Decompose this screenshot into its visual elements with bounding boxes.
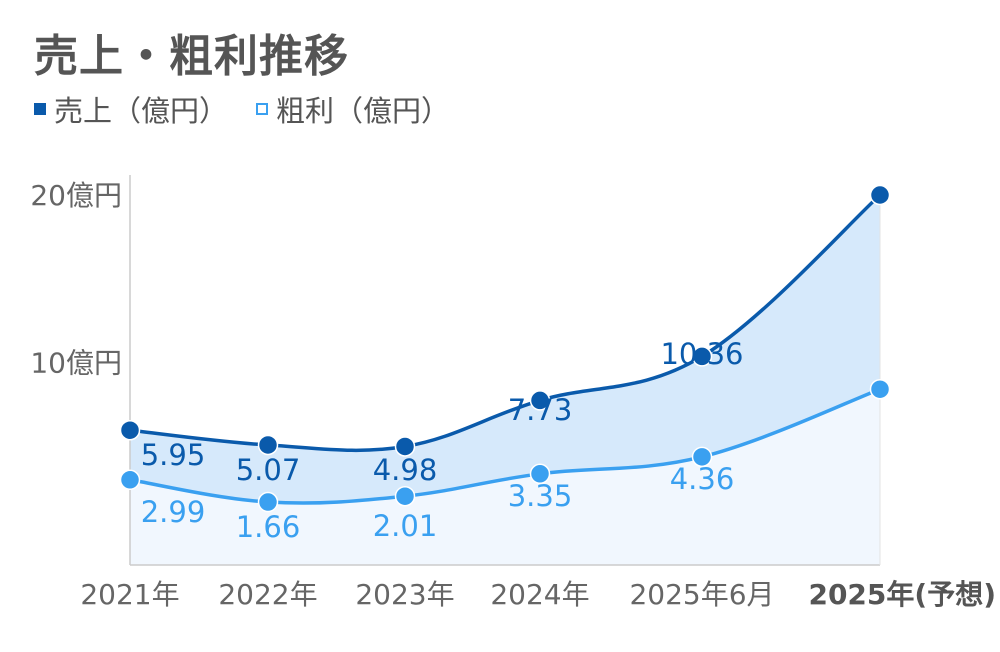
- data-label-gross-profit-3: 3.35: [508, 479, 573, 513]
- y-tick-label-20: 20億円: [30, 179, 122, 212]
- legend-swatch-sales: [34, 103, 46, 115]
- legend-item-sales: 売上（億円）: [34, 88, 228, 130]
- x-tick-label-0: 2021年: [80, 578, 179, 611]
- data-label-gross-profit-1: 1.66: [236, 510, 301, 544]
- x-tick-label-5: 2025年(予想): [808, 578, 996, 611]
- point-gross-profit-3: [529, 463, 551, 485]
- point-gross-profit-0: [119, 469, 141, 491]
- y-tick-label-10: 10億円: [30, 346, 122, 379]
- data-label-gross-profit-4: 4.36: [670, 462, 735, 496]
- area-between-series: [130, 195, 880, 504]
- point-sales-2: [394, 436, 416, 457]
- legend-label-gross-profit: 粗利（億円）: [276, 94, 451, 128]
- chart-legend: 売上（億円） 粗利（億円）: [34, 88, 478, 130]
- data-label-sales-1: 5.07: [236, 453, 301, 487]
- data-label-sales-3: 7.73: [508, 393, 573, 427]
- point-gross-profit-5: [869, 378, 891, 400]
- area-below-gross-profit: [130, 389, 880, 565]
- x-tick-label-3: 2024年: [490, 578, 589, 611]
- data-label-sales-2: 4.98: [373, 453, 438, 487]
- point-sales-4: [691, 346, 713, 367]
- point-sales-0: [119, 419, 141, 441]
- data-label-sales-0: 5.95: [141, 438, 206, 472]
- series-line-gross-profit: [129, 387, 881, 505]
- legend-swatch-gross-profit: [256, 103, 269, 115]
- point-sales-5: [869, 184, 891, 206]
- x-tick-label-4: 2025年6月: [629, 578, 774, 611]
- point-gross-profit-2: [394, 485, 416, 507]
- x-tick-label-1: 2022年: [218, 578, 317, 611]
- point-gross-profit-4: [691, 446, 713, 468]
- point-gross-profit-1: [257, 491, 279, 513]
- data-label-gross-profit-0: 2.99: [141, 495, 206, 529]
- chart-title: 売上・粗利推移: [34, 31, 349, 82]
- data-label-gross-profit-2: 2.01: [373, 509, 438, 543]
- legend-item-gross-profit: 粗利（億円）: [256, 88, 450, 130]
- x-tick-label-2: 2023年: [355, 578, 454, 611]
- data-label-sales-4: 10.36: [660, 337, 743, 371]
- legend-label-sales: 売上（億円）: [54, 94, 229, 128]
- point-sales-1: [257, 434, 279, 456]
- point-sales-3: [529, 390, 551, 411]
